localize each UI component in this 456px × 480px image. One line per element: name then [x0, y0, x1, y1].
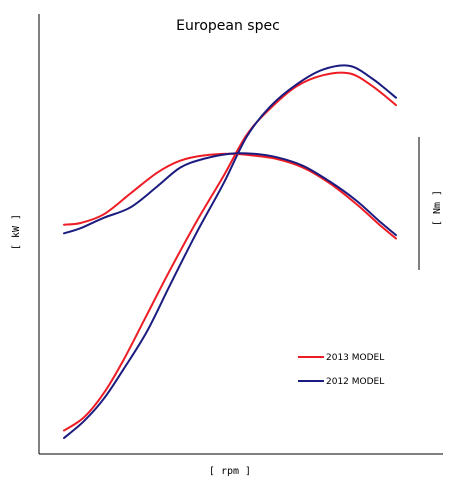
legend-label-2013: 2013 MODEL	[326, 353, 384, 363]
legend: 2013 MODEL 2012 MODEL	[298, 353, 384, 387]
x-axis-label: [ rpm ]	[209, 466, 251, 477]
series-line-power-2013	[63, 71, 397, 432]
y-axis-label: [ kW ]	[11, 214, 22, 250]
series-line-torque-2012	[63, 152, 397, 237]
y2-axis-label: [ Nm ]	[432, 190, 443, 226]
chart-title: European spec	[176, 18, 280, 34]
legend-item-2013: 2013 MODEL	[298, 353, 384, 363]
series-layer	[63, 64, 397, 439]
series-line-power-2012	[63, 64, 397, 439]
series-line-torque-2013	[63, 152, 397, 240]
legend-item-2012: 2012 MODEL	[298, 377, 384, 387]
legend-label-2012: 2012 MODEL	[326, 377, 384, 387]
